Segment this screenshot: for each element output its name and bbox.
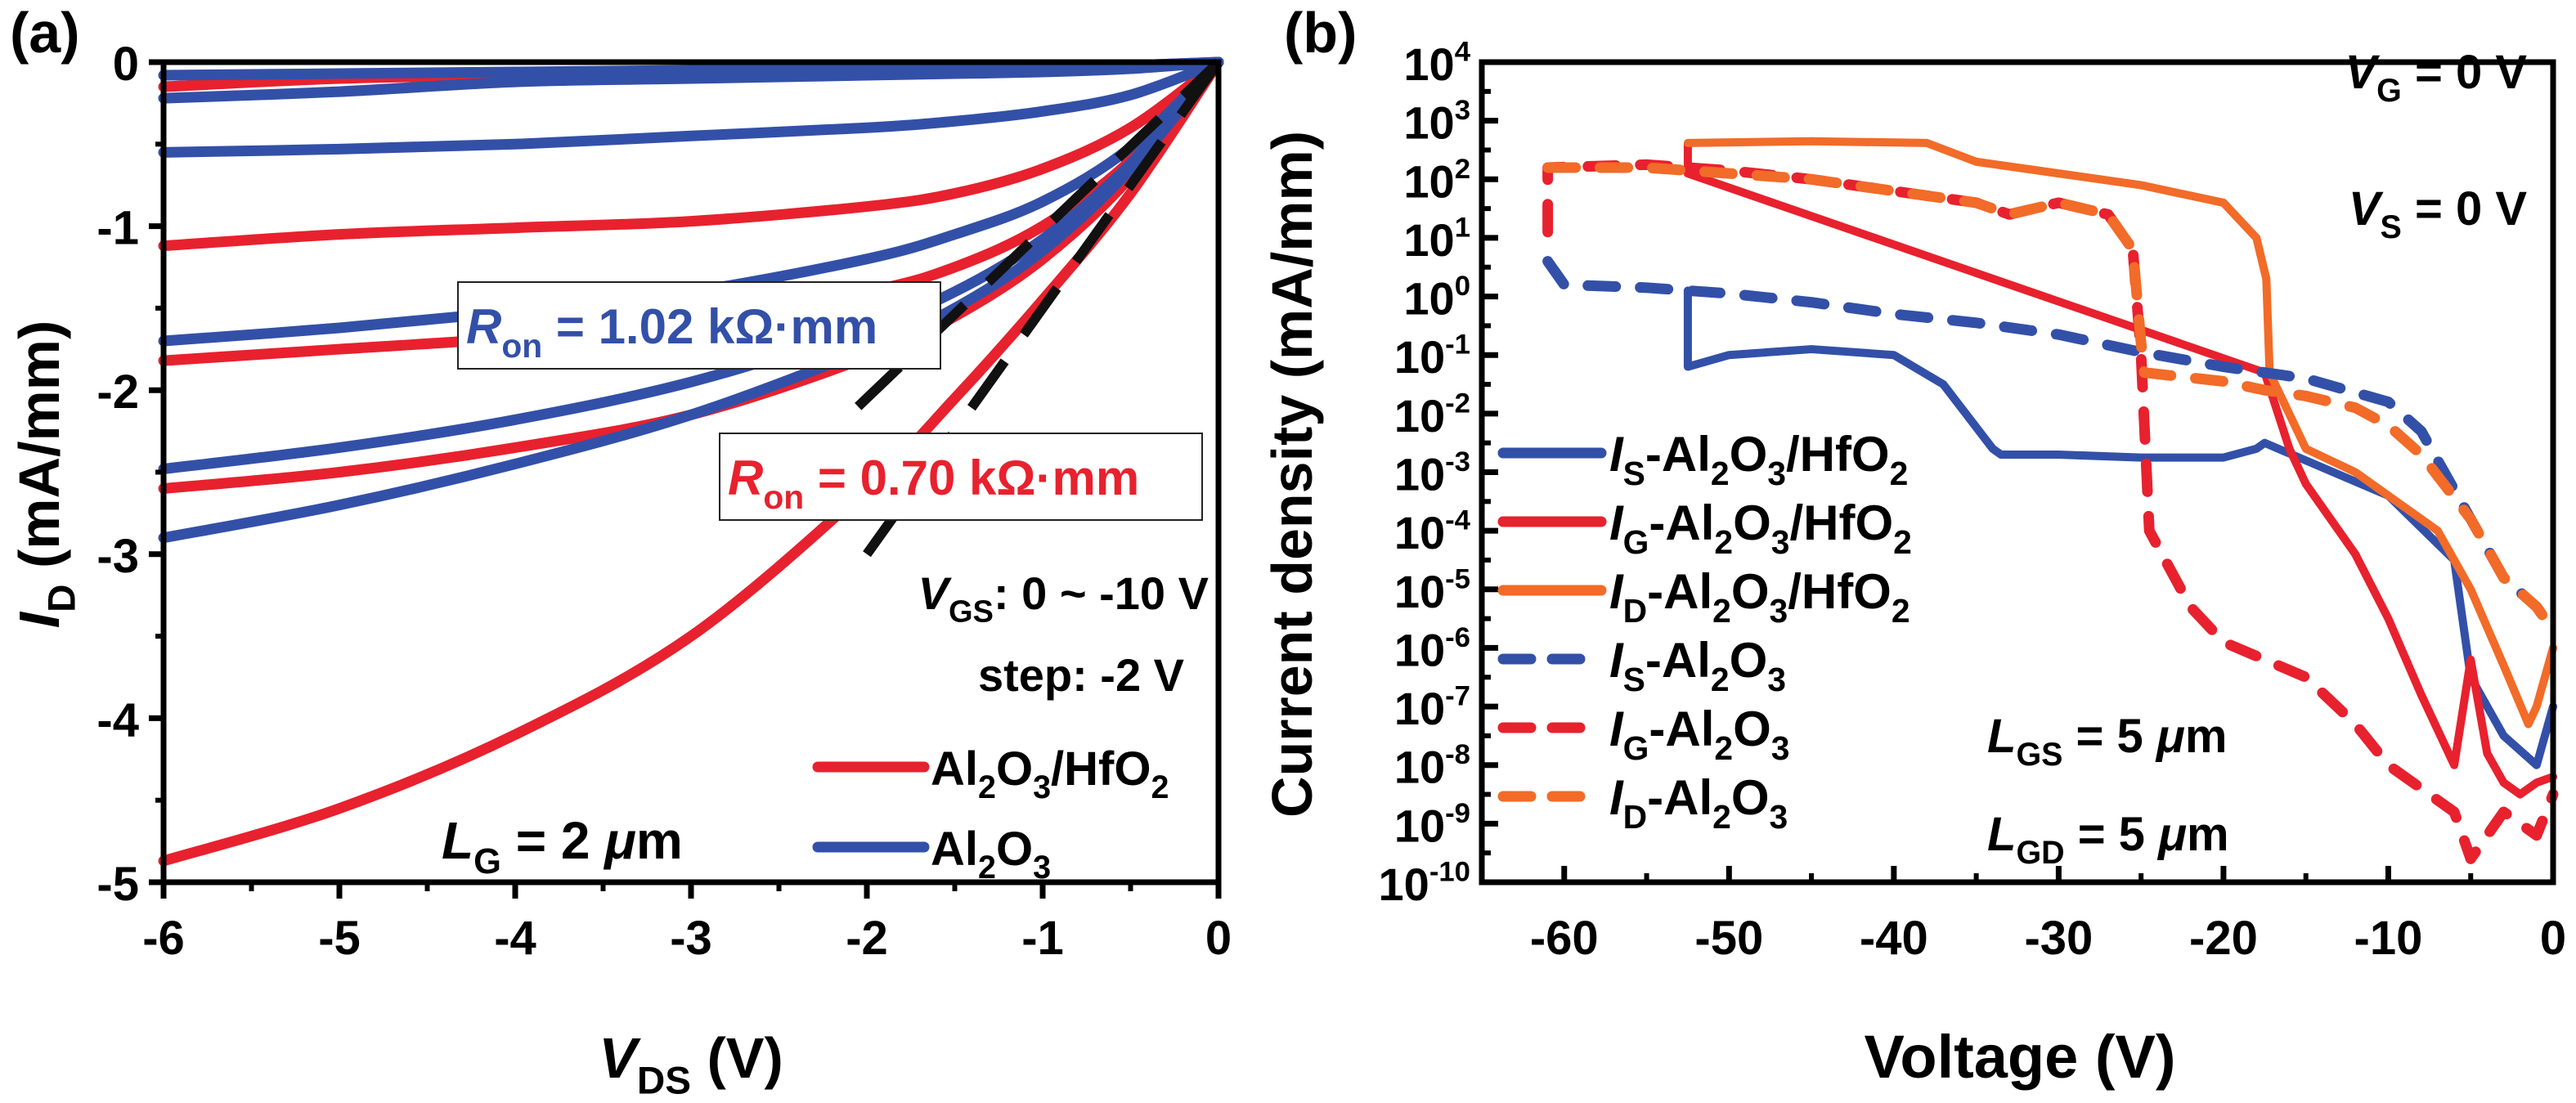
curve-a-6 (158, 56, 1224, 474)
x-tick-label-b: -40 (1860, 912, 1928, 965)
panel-label-b: (b) (1284, 1, 1357, 65)
y-tick-label-b: 103 (1403, 95, 1470, 149)
x-tick-label-b: -60 (1530, 912, 1599, 965)
y-tick-label-b: 10-1 (1394, 330, 1470, 383)
legend-label-b-5: ID-Al2O3 (1609, 770, 1788, 836)
panel-label-a: (a) (10, 1, 80, 65)
x-tick-label-b: 0 (2540, 912, 2566, 965)
curve-a-1 (158, 56, 1224, 495)
legend-label-a-1: Al2O3 (931, 823, 1051, 886)
lg-annotation: LG = 2 μm (442, 811, 683, 881)
legend-label-a-0: Al2O3/HfO2 (931, 742, 1169, 805)
y-tick-label-a: -4 (96, 693, 139, 747)
legend-label-b-2: ID-Al2O3/HfO2 (1609, 564, 1910, 630)
y-tick-label-b: 10-8 (1394, 739, 1470, 793)
curve-a-10 (158, 56, 1224, 81)
y-tick-label-a: -5 (96, 858, 139, 911)
x-tick-label-b: -50 (1694, 912, 1763, 965)
ron-label-red: Ron = 0.70 kΩ·mm (728, 451, 1139, 516)
x-tick-label-a: -6 (142, 912, 185, 965)
x-tick-label-a: -5 (318, 912, 361, 965)
ron-box-blue (457, 281, 941, 370)
x-tick-label-b: -30 (2024, 912, 2093, 965)
y-tick-label-b: 102 (1403, 154, 1470, 208)
y-tick-label-a: 0 (113, 38, 139, 91)
y-tick-label-b: 10-3 (1394, 446, 1470, 500)
y-tick-label-b: 10-7 (1394, 681, 1470, 735)
y-tick-label-a: -3 (96, 530, 139, 583)
x-axis-title-b: Voltage (V) (1865, 1023, 2176, 1091)
legend-label-b-3: IS-Al2O3 (1609, 633, 1786, 698)
ron-label-blue: Ron = 1.02 kΩ·mm (466, 299, 877, 365)
x-tick-label-a: -2 (846, 912, 888, 965)
curve-b-1 (1683, 140, 2557, 799)
x-tick-label-a: 0 (1205, 912, 1232, 965)
curve-a-8 (158, 56, 1224, 158)
curve-b-4 (1542, 159, 2559, 864)
legend-label-b-1: IG-Al2O3/HfO2 (1609, 495, 1912, 561)
y-tick-label-b: 10-2 (1394, 388, 1470, 442)
lgs-annotation: LGS = 5 μm (1987, 710, 2227, 773)
y-tick-label-b: 10-10 (1379, 856, 1470, 910)
curve-a-7 (158, 56, 1224, 347)
vg-annotation: VG = 0 V (2345, 46, 2527, 109)
legend-label-b-4: IG-Al2O3 (1609, 702, 1789, 767)
vs-annotation: VS = 0 V (2349, 182, 2527, 245)
x-tick-label-a: -3 (670, 912, 712, 965)
x-tick-label-a: -4 (494, 912, 536, 965)
y-tick-label-b: 100 (1403, 271, 1470, 325)
step-annotation: step: -2 V (978, 649, 1184, 701)
y-axis-title-a: ID (mA/mm) (7, 321, 84, 629)
panel-b: -60 -50 -40 -30 -20 -10 010410310210110010-110… (1260, 1, 2566, 1091)
fit-line-0 (855, 58, 1223, 410)
y-tick-label-b: 10-5 (1394, 563, 1470, 617)
x-tick-label-b: -10 (2354, 912, 2423, 965)
x-axis-title-a: VDS (V) (599, 1026, 783, 1103)
y-tick-label-a: -1 (96, 202, 139, 255)
lgd-annotation: LGD = 5 μm (1987, 808, 2229, 871)
y-tick-label-a: -2 (96, 365, 139, 419)
y-tick-label-b: 104 (1403, 36, 1470, 90)
x-tick-label-b: -20 (2189, 912, 2258, 965)
y-tick-label-b: 101 (1403, 212, 1470, 266)
x-tick-label-a: -1 (1021, 912, 1064, 965)
curve-a-3 (158, 56, 1224, 252)
curve-b-5 (1542, 162, 2559, 636)
y-axis-title-b: Current density (mA/mm) (1260, 131, 1324, 818)
ron-box-red (719, 433, 1203, 521)
panel-a: -6 -5 -4 -3 -2 -1 0-5-4-3-2-10(a)VDS (V)ID (mA… (7, 1, 1232, 1103)
legend-label-b-0: IS-Al2O3/HfO2 (1609, 427, 1908, 492)
y-tick-label-b: 10-6 (1394, 622, 1470, 676)
y-tick-label-b: 10-9 (1394, 798, 1470, 852)
y-tick-label-b: 10-4 (1394, 505, 1471, 559)
vgs-annotation: VGS: 0 ~ -10 V (918, 567, 1209, 630)
